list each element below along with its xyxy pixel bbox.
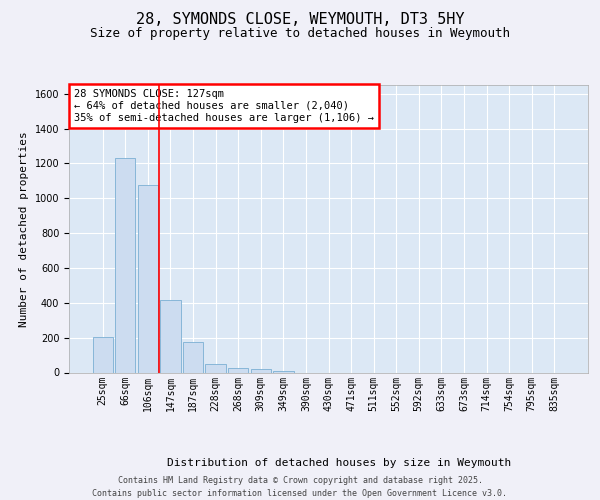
Bar	[92, 337, 113, 372]
Bar	[115, 158, 136, 372]
Bar	[138, 185, 158, 372]
Y-axis label: Number of detached properties: Number of detached properties	[19, 131, 29, 326]
Bar	[251, 369, 271, 372]
Text: 28, SYMONDS CLOSE, WEYMOUTH, DT3 5HY: 28, SYMONDS CLOSE, WEYMOUTH, DT3 5HY	[136, 12, 464, 28]
Text: Size of property relative to detached houses in Weymouth: Size of property relative to detached ho…	[90, 28, 510, 40]
Text: 28 SYMONDS CLOSE: 127sqm
← 64% of detached houses are smaller (2,040)
35% of sem: 28 SYMONDS CLOSE: 127sqm ← 64% of detach…	[74, 90, 374, 122]
Bar	[273, 371, 293, 372]
Bar	[183, 342, 203, 372]
Text: Distribution of detached houses by size in Weymouth: Distribution of detached houses by size …	[167, 458, 511, 468]
Bar	[205, 364, 226, 372]
Bar	[160, 300, 181, 372]
Text: Contains HM Land Registry data © Crown copyright and database right 2025.
Contai: Contains HM Land Registry data © Crown c…	[92, 476, 508, 498]
Bar	[228, 368, 248, 372]
